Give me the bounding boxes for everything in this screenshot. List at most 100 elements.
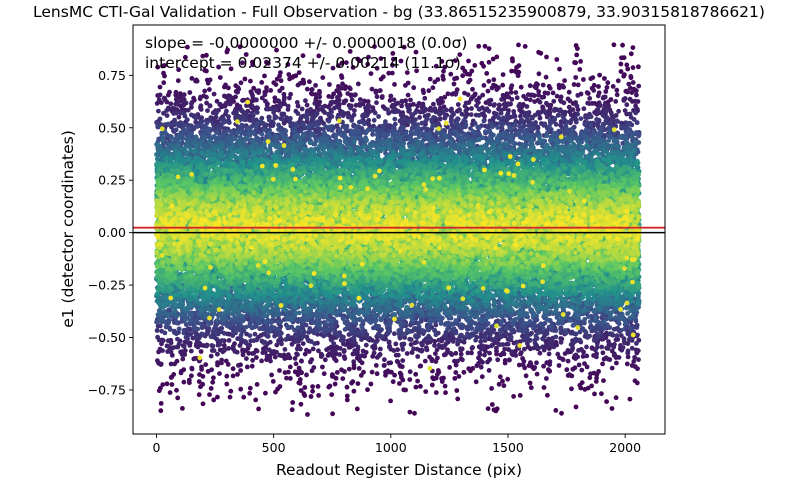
scatter-point — [483, 331, 488, 336]
scatter-point — [387, 340, 392, 345]
scatter-point — [320, 365, 325, 370]
scatter-point — [396, 353, 401, 358]
scatter-point — [248, 333, 253, 338]
scatter-point — [509, 349, 514, 354]
scatter-point — [490, 86, 495, 91]
scatter-point — [575, 93, 580, 98]
scatter-point — [622, 97, 627, 102]
scatter-point — [569, 386, 574, 391]
scatter-point — [575, 112, 580, 117]
scatter-point — [440, 74, 445, 79]
scatter-point — [342, 101, 347, 106]
scatter-point — [575, 46, 580, 51]
scatter-point — [574, 53, 579, 58]
scatter-point — [445, 327, 450, 332]
scatter-point — [262, 340, 267, 345]
scatter-point — [610, 366, 615, 371]
scatter-point — [244, 356, 249, 361]
scatter-point — [415, 379, 420, 384]
scatter-point — [228, 94, 233, 99]
scatter-point — [345, 394, 350, 399]
scatter-point — [286, 370, 291, 375]
scatter-point — [577, 338, 582, 343]
scatter-point — [273, 116, 278, 121]
scatter-point — [326, 327, 331, 332]
scatter-point — [580, 326, 585, 331]
scatter-point — [553, 408, 558, 413]
scatter-point — [197, 379, 202, 384]
scatter-point — [195, 341, 200, 346]
scatter-point — [435, 347, 440, 352]
scatter-point — [412, 121, 417, 126]
scatter-point — [189, 349, 194, 354]
scatter-point — [536, 330, 541, 335]
scatter-point — [487, 102, 492, 107]
scatter-point — [317, 100, 322, 105]
scatter-point — [309, 91, 314, 96]
scatter-point — [382, 357, 387, 362]
scatter-point — [168, 390, 173, 395]
scatter-point — [588, 371, 593, 376]
scatter-point — [589, 325, 594, 330]
scatter-point — [161, 80, 166, 85]
scatter-point — [595, 122, 600, 127]
scatter-point — [509, 90, 514, 95]
scatter-point — [253, 398, 258, 403]
scatter-point — [289, 325, 294, 330]
scatter-point — [293, 339, 298, 344]
scatter-point — [298, 377, 303, 382]
scatter-point — [525, 104, 530, 109]
scatter-point — [179, 371, 184, 376]
scatter-point — [267, 348, 272, 353]
scatter-point — [466, 59, 471, 64]
scatter-point — [445, 350, 450, 355]
scatter-point — [538, 100, 543, 105]
scatter-point — [221, 120, 226, 125]
scatter-point — [529, 385, 534, 390]
scatter-point — [422, 96, 427, 101]
scatter-point — [469, 106, 474, 111]
scatter-point — [309, 357, 314, 362]
scatter-point — [574, 405, 579, 410]
scatter-point — [503, 361, 508, 366]
scatter-point — [330, 114, 335, 119]
scatter-point — [478, 358, 483, 363]
scatter-point — [521, 338, 526, 343]
scatter-point — [324, 347, 329, 352]
scatter-point — [307, 79, 312, 84]
scatter-point — [517, 63, 522, 68]
scatter-point — [604, 355, 609, 360]
scatter-point — [558, 109, 563, 114]
scatter-point — [494, 55, 499, 60]
scatter-point — [615, 119, 620, 124]
scatter-point — [388, 360, 393, 365]
scatter-point — [158, 408, 163, 413]
scatter-point — [241, 395, 246, 400]
scatter-point — [491, 103, 496, 108]
scatter-point — [498, 328, 503, 333]
scatter-point — [579, 368, 584, 373]
scatter-point — [626, 349, 631, 354]
scatter-point — [344, 127, 349, 132]
scatter-point — [171, 345, 176, 350]
scatter-point — [590, 101, 595, 106]
scatter-point — [224, 382, 229, 387]
scatter-point — [470, 87, 475, 92]
scatter-point — [524, 373, 529, 378]
scatter-point — [239, 333, 244, 338]
scatter-point — [612, 42, 617, 47]
scatter-point — [443, 384, 448, 389]
scatter-point — [261, 326, 266, 331]
scatter-point — [633, 99, 638, 104]
scatter-point — [288, 376, 293, 381]
scatter-point — [248, 386, 253, 391]
scatter-point — [352, 331, 357, 336]
scatter-point — [316, 393, 321, 398]
scatter-point — [264, 107, 269, 112]
scatter-point — [500, 83, 505, 88]
scatter-point — [525, 334, 530, 339]
scatter-point — [173, 93, 178, 98]
scatter-point — [250, 351, 255, 356]
scatter-point — [490, 402, 495, 407]
scatter-point — [532, 84, 537, 89]
